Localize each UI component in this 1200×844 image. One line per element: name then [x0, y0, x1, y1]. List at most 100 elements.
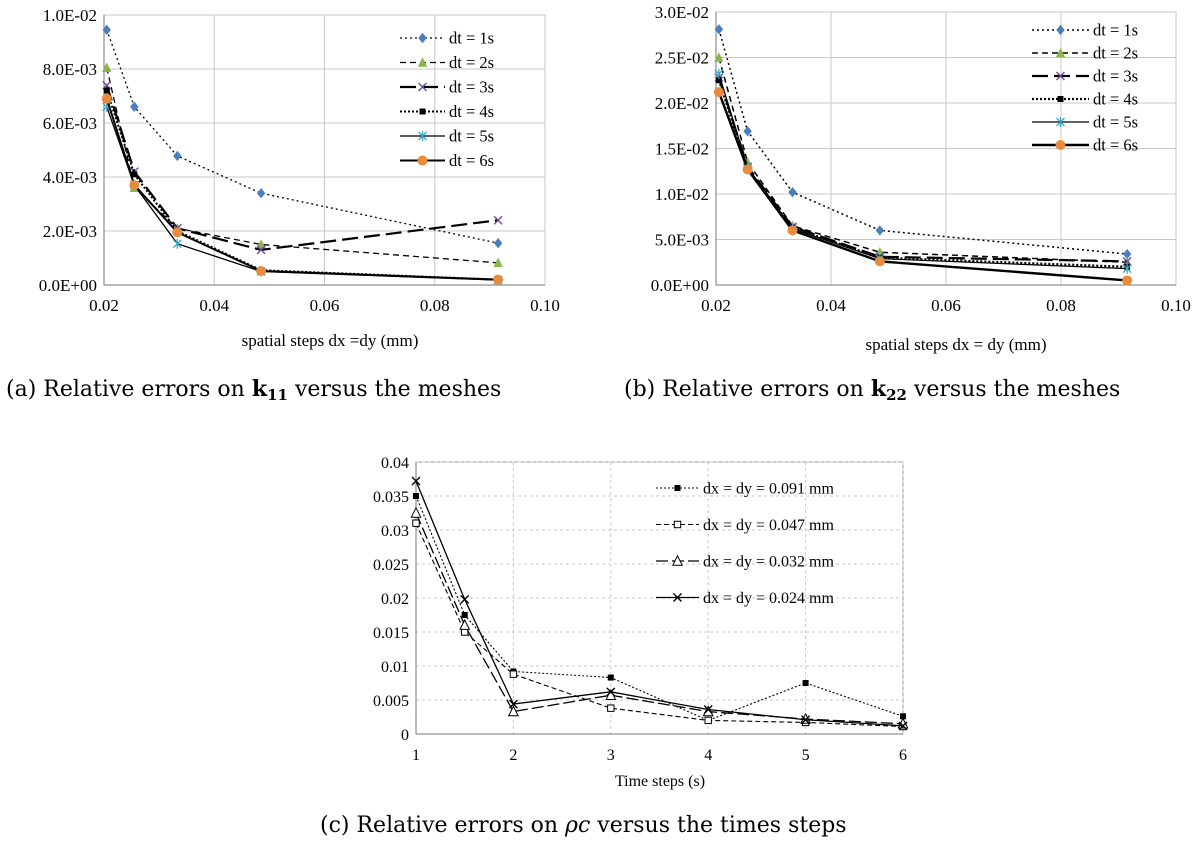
data-point: [874, 256, 885, 267]
legend-marker: [418, 131, 427, 141]
x-axis-label: spatial steps dx =dy (mm): [242, 331, 419, 350]
legend: dt = 1s dt = 2s dt = 3s dt = 4s dt = 5s dt = …: [1032, 21, 1138, 155]
data-point: [801, 715, 811, 725]
x-tick-label: 0.10: [530, 296, 560, 315]
series-6: [101, 93, 504, 285]
x-tick-label: 4: [704, 747, 712, 764]
data-point: [714, 24, 724, 35]
y-tick-label: 1.0E-02: [43, 6, 97, 25]
legend-marker: [417, 155, 428, 166]
y-tick-label: 2.5E-02: [655, 49, 709, 68]
legend-marker: [1056, 24, 1065, 36]
caption-a-suffix: versus the meshes: [287, 377, 502, 402]
data-point: [900, 713, 906, 720]
legend-label: dt = 1s: [449, 29, 494, 48]
data-point: [493, 274, 504, 285]
legend-marker: [1057, 96, 1064, 102]
data-point: [743, 126, 752, 137]
legend-marker: [673, 593, 682, 602]
y-tick-label: 0.005: [373, 693, 409, 710]
x-tick-label: 0.06: [310, 296, 340, 315]
data-point: [493, 215, 503, 225]
data-point: [131, 171, 138, 178]
data-point: [607, 674, 614, 681]
x-tick-label: 0.10: [1161, 296, 1191, 315]
chart-b: 0.02 0.04 0.06 0.08 0.10 0.0E+00 5.0E-03 1.0E-0…: [651, 3, 1191, 354]
caption-b-prefix: (b) Relative errors on: [624, 377, 871, 402]
y-tick-label: 3.0E-02: [655, 3, 709, 22]
data-point: [103, 87, 110, 94]
y-tick-label: 0.04: [381, 455, 409, 472]
data-point: [101, 93, 112, 104]
y-tick-label: 0.0E+00: [39, 276, 97, 295]
data-point: [509, 670, 518, 678]
data-point: [788, 186, 797, 198]
legend-marker: [418, 32, 427, 44]
y-tick-label: 0: [401, 727, 409, 744]
x-tick-label: 2: [509, 747, 517, 764]
x-tick-label: 0.02: [701, 296, 731, 315]
legend-marker: [1055, 47, 1066, 58]
y-tick-label: 0.02: [381, 591, 409, 608]
legend-label: dt = 2s: [1093, 44, 1138, 63]
data-point: [412, 519, 420, 527]
series-6: [713, 87, 1133, 286]
legend-label: dt = 6s: [449, 151, 494, 170]
y-tick-label: 2.0E-02: [655, 94, 709, 113]
data-point: [493, 257, 503, 268]
data-point: [800, 712, 812, 724]
data-point: [704, 716, 712, 725]
data-point: [703, 705, 713, 715]
data-point: [493, 237, 503, 249]
y-tick-label: 0.015: [373, 625, 409, 642]
x-tick-label: 0.08: [420, 296, 450, 315]
x-tick-label: 0.04: [816, 296, 846, 315]
data-point: [410, 506, 422, 518]
data-point: [742, 164, 753, 175]
y-tick-label: 4.0E-03: [43, 168, 97, 187]
caption-c: (c) Relative errors on ρc versus the tim…: [320, 813, 847, 838]
x-tick-label: 0.06: [931, 296, 961, 315]
data-point: [1122, 263, 1132, 274]
data-point: [130, 101, 139, 112]
data-point: [875, 225, 885, 236]
data-point: [461, 612, 468, 618]
data-point: [129, 180, 140, 191]
data-point: [102, 24, 111, 36]
data-point: [413, 493, 419, 499]
y-tick-label: 8.0E-03: [43, 60, 97, 79]
legend-marker: [671, 554, 684, 566]
legend-label: dt = 4s: [1093, 90, 1138, 109]
series-line: [718, 57, 1128, 263]
x-tick-label: 3: [607, 747, 615, 764]
y-tick-label: 0.025: [373, 557, 409, 574]
legend-label: dt = 3s: [1093, 67, 1138, 86]
data-point: [606, 687, 616, 697]
legend-label: dt = 2s: [449, 53, 494, 72]
legend-label: dx = dy = 0.091 mm: [703, 481, 834, 498]
y-tick-label: 6.0E-03: [43, 114, 97, 133]
data-point: [460, 594, 470, 604]
legend-label: dt = 4s: [449, 102, 494, 121]
data-point: [714, 68, 724, 79]
y-tick-label: 1.0E-02: [655, 185, 709, 204]
legend-label: dt = 3s: [449, 78, 494, 97]
data-point: [508, 699, 518, 709]
data-point: [713, 87, 724, 98]
series-1: [102, 24, 503, 249]
data-point: [1122, 248, 1132, 260]
caption-b: (b) Relative errors on k22 versus the me…: [624, 376, 1120, 404]
data-point: [715, 77, 722, 84]
x-tick-label: 6: [899, 747, 907, 764]
y-tick-label: 1.5E-02: [655, 140, 709, 159]
y-tick-label: 5.0E-03: [655, 231, 709, 250]
data-point: [802, 680, 809, 686]
data-point: [172, 227, 183, 238]
chart-a: 0.02 0.04 0.06 0.08 0.10 0.0E+00 2.0E-03 4.0E-0…: [39, 6, 560, 350]
x-tick-label: 5: [802, 747, 810, 764]
caption-a: (a) Relative errors on k11 versus the me…: [6, 376, 501, 404]
caption-a-prefix: (a) Relative errors on: [6, 377, 252, 402]
caption-b-symbol: k: [870, 376, 887, 402]
series-1: [714, 24, 1132, 260]
